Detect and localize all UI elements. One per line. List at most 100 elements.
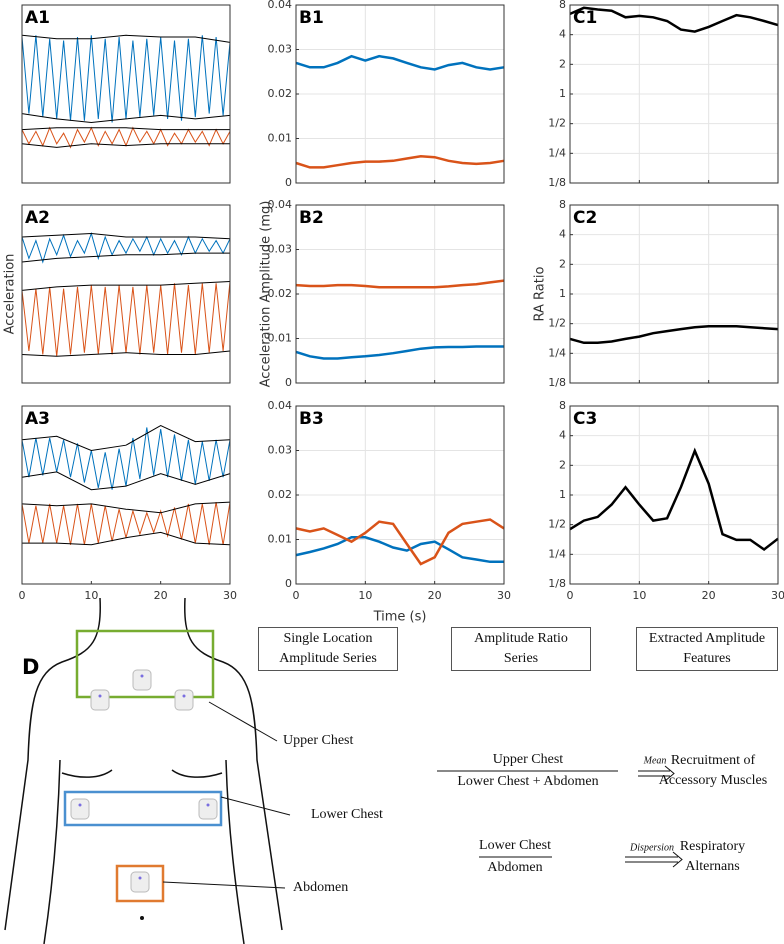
plot-frame <box>569 4 779 184</box>
panel-title: B1 <box>299 8 324 28</box>
abdomen-box <box>115 864 165 903</box>
leader-lines <box>162 701 291 889</box>
y-tick-label: 1/8 <box>548 577 566 590</box>
location-label: Abdomen <box>293 880 348 895</box>
x-tick-label: 20 <box>428 589 442 602</box>
navel <box>140 916 144 920</box>
plot-frame <box>295 405 505 585</box>
y-tick-label: 0.04 <box>268 399 293 412</box>
y-axis-label: Acceleration <box>3 254 18 335</box>
panel-title: C3 <box>573 409 597 429</box>
y-tick-label: 1/4 <box>548 146 566 159</box>
y-tick-label: 0.03 <box>268 444 293 457</box>
series-line <box>21 502 231 545</box>
double-arrow <box>638 765 675 782</box>
envelope-line <box>21 281 231 291</box>
operator: Dispersion <box>629 842 674 853</box>
y-tick-label: 8 <box>559 0 566 11</box>
plot-frame <box>295 204 505 384</box>
y-tick-label: 0 <box>285 176 292 189</box>
x-tick-label: 30 <box>223 589 237 602</box>
envelope-line <box>21 350 231 357</box>
operator: Mean <box>643 755 667 766</box>
plot-frame <box>21 405 231 585</box>
location-label: Upper Chest <box>283 733 353 748</box>
plot-frame <box>295 4 505 184</box>
y-tick-label: 1 <box>559 87 566 100</box>
y-tick-label: 1/2 <box>548 317 566 330</box>
upper-chest-box <box>75 629 215 699</box>
series-line <box>21 35 231 123</box>
envelope-line <box>21 232 231 240</box>
panel-title: C1 <box>573 8 597 28</box>
y-tick-label: 0.04 <box>268 198 293 211</box>
lower-chest-box <box>63 790 223 827</box>
panel-title: B2 <box>299 208 324 228</box>
x-tick-label: 0 <box>567 589 574 602</box>
y-tick-label: 1/4 <box>548 346 566 359</box>
numerator: Lower Chest <box>479 838 551 853</box>
series-line <box>295 518 505 566</box>
x-tick-label: 10 <box>358 589 372 602</box>
envelope-line <box>21 143 230 148</box>
y-tick-label: 0.02 <box>268 488 293 501</box>
y-tick-label: 2 <box>559 57 566 70</box>
y-tick-label: 0.03 <box>268 243 293 256</box>
panel-title: A2 <box>25 208 50 228</box>
y-tick-label: 4 <box>559 28 566 41</box>
panel-title: B3 <box>299 409 324 429</box>
plot-frame <box>21 4 231 184</box>
y-axis-label: Acceleration Amplitude (mg) <box>259 201 274 388</box>
double-arrow <box>625 851 683 868</box>
y-tick-label: 0.01 <box>268 533 293 546</box>
x-tick-label: 0 <box>293 589 300 602</box>
envelope-line <box>21 113 231 124</box>
y-tick-label: 1/2 <box>548 518 566 531</box>
y-tick-label: 0 <box>285 577 292 590</box>
y-tick-label: 0.02 <box>268 287 293 300</box>
y-tick-label: 1 <box>559 488 566 501</box>
y-tick-label: 0.01 <box>268 332 293 345</box>
series-line <box>569 325 779 345</box>
x-tick-label: 20 <box>702 589 716 602</box>
envelope-line <box>21 34 231 43</box>
series-line <box>21 281 231 357</box>
series-line <box>21 126 231 149</box>
y-tick-label: 1/2 <box>548 117 566 130</box>
y-tick-label: 2 <box>559 257 566 270</box>
series-line <box>21 231 231 264</box>
location-label: Lower Chest <box>311 807 383 822</box>
y-tick-label: 4 <box>559 228 566 241</box>
y-tick-label: 1/8 <box>548 376 566 389</box>
x-tick-label: 10 <box>632 589 646 602</box>
envelope-line <box>21 471 231 491</box>
envelope-line <box>21 127 230 131</box>
column-header: Extracted Amplitude Features <box>636 627 778 671</box>
x-axis-label: Time (s) <box>373 610 427 625</box>
column-header: Single Location Amplitude Series <box>258 627 398 671</box>
series-line <box>295 54 505 71</box>
panel-label: D <box>22 655 39 679</box>
sensors <box>70 669 218 893</box>
column-header: Amplitude Ratio Series <box>451 627 591 671</box>
y-tick-label: 1/4 <box>548 547 566 560</box>
series-line <box>295 155 505 169</box>
y-tick-label: 0.04 <box>268 0 293 11</box>
y-tick-label: 0 <box>285 376 292 389</box>
x-tick-label: 0 <box>19 589 26 602</box>
envelope-line <box>21 252 230 263</box>
y-tick-label: 0.01 <box>268 132 293 145</box>
plot-frame <box>569 204 779 384</box>
feature-label: Respiratory Alternans <box>679 839 746 874</box>
series-line <box>295 345 504 360</box>
envelope-line <box>22 531 231 546</box>
feature-label: Recruitment of Accessory Muscles <box>658 753 768 788</box>
y-tick-label: 0.03 <box>268 43 293 56</box>
y-tick-label: 4 <box>559 429 566 442</box>
series-line <box>569 447 779 552</box>
series-line <box>569 6 779 33</box>
series-line <box>295 536 504 564</box>
envelope-line <box>21 425 231 452</box>
